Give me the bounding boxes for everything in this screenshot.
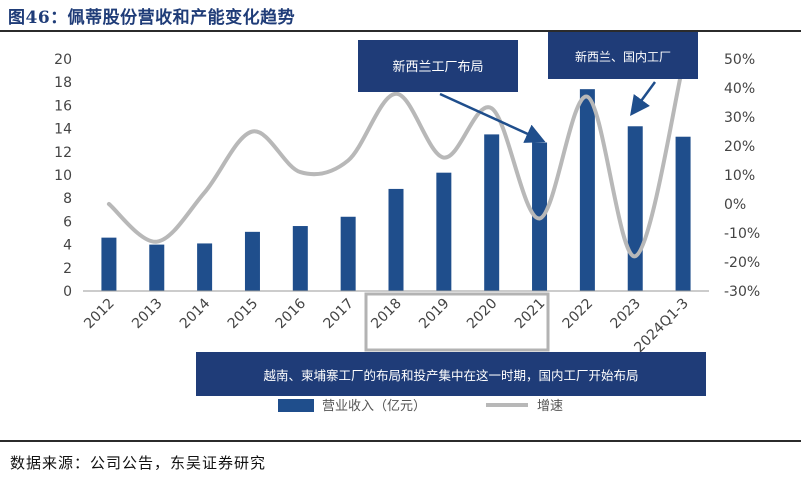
annotation-nz-domestic-arrow xyxy=(630,81,657,117)
legend-bar-swatch xyxy=(278,399,314,412)
y2-tick-label: 10% xyxy=(724,168,755,184)
y-tick-label: 16 xyxy=(54,98,72,114)
y2-tick-label: 20% xyxy=(724,139,755,155)
y2-tick-label: 0% xyxy=(724,197,746,213)
x-tick-label: 2021 xyxy=(512,296,549,333)
annotation-vn-kh-text: 越南、柬埔寨工厂的布局和投产集中在这一时期，国内工厂开始布局 xyxy=(263,368,638,383)
bottom-rule xyxy=(0,440,801,442)
y-tick-label: 4 xyxy=(63,238,72,254)
x-tick-label: 2014 xyxy=(177,295,214,332)
revenue-bar xyxy=(244,231,260,291)
figure-title: 图46：佩蒂股份营收和产能变化趋势 xyxy=(8,8,296,28)
revenue-bar xyxy=(149,244,165,291)
annotation-nz-arrow xyxy=(439,92,546,143)
annotation-box-nz xyxy=(358,40,518,92)
revenue-bar xyxy=(388,188,404,291)
revenue-bar xyxy=(675,136,691,291)
y2-tick-label: -30% xyxy=(724,284,760,300)
x-tick-label: 2018 xyxy=(368,296,405,333)
y-tick-label: 18 xyxy=(54,75,72,91)
annotation-box-nz-domestic xyxy=(548,32,698,79)
x-tick-label: 2012 xyxy=(81,296,118,333)
revenue-bar xyxy=(101,237,117,291)
top-rule xyxy=(0,30,801,32)
y-tick-label: 2 xyxy=(63,261,72,277)
y2-tick-label: 40% xyxy=(724,81,755,97)
x-tick-label: 2022 xyxy=(560,296,597,333)
x-tick-label: 2015 xyxy=(225,296,262,333)
y-tick-label: 20 xyxy=(54,52,72,68)
x-tick-label: 2019 xyxy=(416,296,453,333)
revenue-bar xyxy=(627,126,643,291)
y2-tick-label: 30% xyxy=(724,110,755,126)
y2-tick-label: -10% xyxy=(724,226,760,242)
annotation-nz-domestic-text: 新西兰、国内工厂 xyxy=(575,49,671,64)
x-tick-label: 2023 xyxy=(608,296,645,333)
revenue-bar xyxy=(484,134,500,291)
highlight-2018-2021-box xyxy=(364,292,550,352)
revenue-bar xyxy=(340,216,356,291)
y2-tick-label: 50% xyxy=(724,52,755,68)
x-tick-label: 2013 xyxy=(129,296,166,333)
y-tick-label: 0 xyxy=(63,284,72,300)
y-tick-label: 6 xyxy=(63,214,72,230)
x-tick-label: 2017 xyxy=(320,296,357,333)
revenue-bar xyxy=(292,226,308,291)
growth-rate-line xyxy=(106,62,686,259)
y-tick-label: 12 xyxy=(54,145,72,161)
legend-line-label: 增速 xyxy=(537,399,563,414)
annotation-nz-text: 新西兰工厂布局 xyxy=(392,59,483,75)
x-tick-label: 2016 xyxy=(273,295,310,332)
revenue-bar xyxy=(579,89,595,291)
chart-area: 0 2 4 6 8 10 12 14 16 18 20 -30% -20% -10% 0% 10% 20% 30… xyxy=(54,32,760,414)
y-tick-label: 8 xyxy=(63,191,72,207)
y-tick-label: 10 xyxy=(54,168,72,184)
y2-tick-label: -20% xyxy=(724,255,760,271)
legend-bar-label: 营业收入（亿元） xyxy=(322,399,426,414)
revenue-bar xyxy=(436,172,452,291)
source-note: 数据来源：公司公告，东吴证券研究 xyxy=(10,454,267,472)
x-tick-label: 2020 xyxy=(464,296,501,333)
annotation-box-vn-kh xyxy=(196,352,706,396)
revenue-bar xyxy=(197,243,213,291)
y-tick-label: 14 xyxy=(54,122,72,138)
